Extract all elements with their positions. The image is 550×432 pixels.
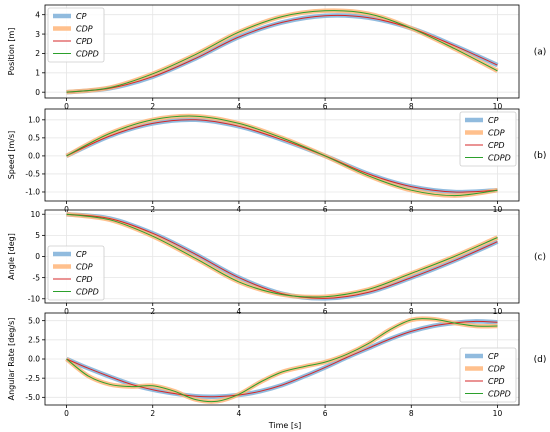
series-line-cdpd	[66, 115, 498, 197]
series-line-cdpd	[66, 318, 498, 403]
y-axis-label: Speed [m/s]	[7, 131, 16, 180]
x-tick-label: 8	[409, 409, 414, 418]
y-tick-label: 0	[35, 88, 40, 97]
x-tick-label: 10	[493, 102, 503, 111]
x-axis-label: Time [s]	[268, 421, 302, 430]
legend-label-cp: CP	[76, 250, 87, 259]
legend-label-cdpd: CDPD	[76, 288, 99, 297]
y-tick-label: 0.0	[28, 355, 40, 364]
legend-label-cdpd: CDPD	[76, 50, 99, 59]
y-axis-label: Angular Rate [deg/s]	[7, 318, 16, 401]
x-tick-label: 10	[493, 205, 503, 214]
legend-label-cpd: CPD	[76, 275, 93, 284]
y-tick-label: 5	[35, 231, 40, 240]
x-tick-label: 4	[237, 102, 242, 111]
x-tick-label: 0	[64, 307, 69, 316]
x-tick-label: 6	[323, 205, 328, 214]
legend-label-cdp: CDP	[76, 25, 93, 34]
legend-label-cp: CP	[488, 352, 499, 361]
panel-tag: (d)	[534, 355, 547, 365]
legend-label-cdp: CDP	[76, 263, 93, 272]
y-tick-label: -5.0	[25, 393, 40, 402]
y-tick-label: 2.5	[28, 336, 40, 345]
series-line-cdpd	[66, 10, 498, 93]
x-tick-label: 10	[493, 409, 503, 418]
legend-box	[459, 347, 517, 403]
y-tick-label: -0.5	[25, 170, 40, 179]
legend-label-cdp: CDP	[488, 365, 505, 374]
x-tick-label: 2	[150, 102, 155, 111]
y-tick-label: -2.5	[25, 374, 40, 383]
series-line-cdpd	[66, 213, 498, 298]
x-tick-label: 4	[237, 307, 242, 316]
series-line-cpd	[66, 213, 498, 299]
legend-label-cdp: CDP	[488, 129, 505, 138]
legend-label-cdpd: CDPD	[488, 154, 511, 163]
x-tick-label: 6	[323, 102, 328, 111]
legend-label-cpd: CPD	[488, 141, 505, 150]
chart-panel-3: 0 2 4 6 8 10 -10 -5 0 5 10 Angle [deg] (c) CP CDP CPD CD…	[7, 209, 546, 316]
panel-tag: (c)	[534, 253, 546, 263]
y-tick-label: -10	[28, 294, 40, 303]
legend-label-cpd: CPD	[488, 377, 505, 386]
y-tick-label: -1.0	[25, 188, 40, 197]
y-tick-label: 1.0	[28, 116, 40, 125]
x-tick-label: 8	[409, 307, 414, 316]
series-line-cdp	[65, 316, 498, 404]
panel-tag: (b)	[534, 151, 547, 161]
legend-box	[47, 245, 105, 301]
y-tick-label: -5	[33, 273, 41, 282]
plot-frame	[44, 108, 520, 202]
y-tick-label: 10	[30, 210, 40, 219]
x-tick-label: 6	[323, 307, 328, 316]
x-tick-label: 0	[64, 409, 69, 418]
x-tick-label: 10	[493, 307, 503, 316]
x-tick-label: 4	[237, 205, 242, 214]
x-tick-label: 2	[150, 307, 155, 316]
x-tick-label: 2	[150, 205, 155, 214]
chart-panel-4: 0 2 4 6 8 10 -5.0 -2.5 0.0 2.5 5.0 Angular Rate [de…	[7, 312, 547, 418]
chart-panel-2: 0 2 4 6 8 10 -1.0 -0.5 0.0 0.5 1.0 Speed [m/s] (b) CP…	[7, 108, 547, 214]
legend-label-cp: CP	[76, 12, 87, 21]
legend-label-cpd: CPD	[76, 37, 93, 46]
x-tick-label: 2	[150, 409, 155, 418]
y-tick-label: 0.5	[28, 134, 40, 143]
x-tick-label: 0	[64, 205, 69, 214]
legend-label-cdpd: CDPD	[488, 390, 511, 399]
chart-panel-1: 0 2 4 6 8 10 0 1 2 3 4 Position [m] (a) CP CDP CPD CDPD	[7, 4, 547, 111]
legend: CP CDP CPD CDPD	[459, 347, 517, 403]
x-tick-label: 8	[409, 205, 414, 214]
legend-label-cp: CP	[488, 116, 499, 125]
y-tick-label: 1	[35, 69, 40, 78]
legend: CP CDP CPD CDPD	[459, 111, 517, 167]
panel-tag: (a)	[534, 48, 547, 58]
legend-box	[47, 7, 105, 63]
y-axis-label: Position [m]	[7, 28, 16, 76]
x-tick-label: 4	[237, 409, 242, 418]
legend: CP CDP CPD CDPD	[47, 7, 105, 63]
plot-frame	[44, 4, 520, 99]
y-axis-label: Angle [deg]	[7, 233, 16, 280]
y-tick-label: 3	[35, 30, 40, 39]
x-tick-label: 6	[323, 409, 328, 418]
x-tick-label: 0	[64, 102, 69, 111]
y-tick-label: 0	[35, 252, 40, 261]
x-tick-label: 8	[409, 102, 414, 111]
legend: CP CDP CPD CDPD	[47, 245, 105, 301]
legend-box	[459, 111, 517, 167]
y-tick-label: 5.0	[28, 316, 40, 325]
series-line-cpd	[66, 119, 498, 193]
y-tick-label: 2	[35, 49, 40, 58]
series-line-cpd	[66, 14, 498, 93]
y-tick-label: 4	[35, 10, 40, 19]
y-tick-label: 0.0	[28, 152, 40, 161]
